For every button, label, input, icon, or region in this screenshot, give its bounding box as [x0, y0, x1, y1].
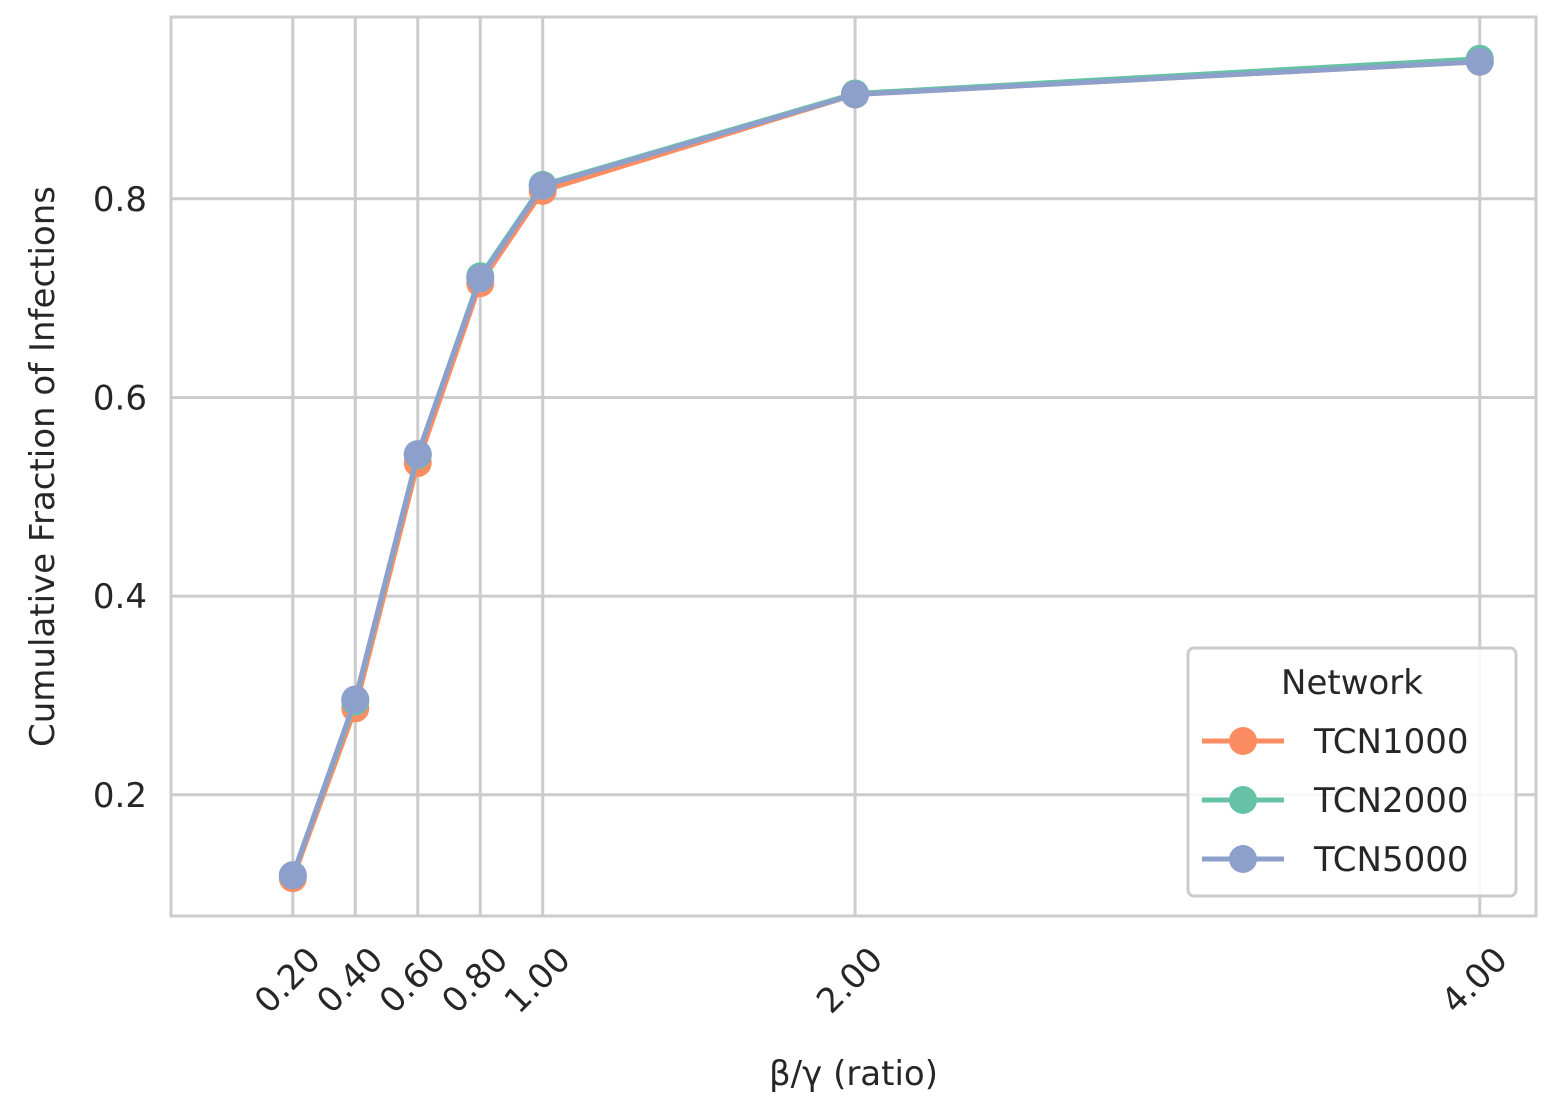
- legend-item: TCN1000: [1202, 722, 1468, 762]
- legend-title: Network: [1281, 663, 1423, 703]
- x-tick-label: 1.00: [497, 940, 579, 1022]
- series-tcn5000: [278, 47, 1494, 890]
- data-point: [841, 80, 870, 109]
- x-tick-label: 0.20: [247, 940, 329, 1022]
- y-tick-label: 0.6: [93, 378, 147, 418]
- y-axis-label: Cumulative Fraction of Infections: [23, 186, 63, 747]
- x-tick-label: 2.00: [809, 940, 891, 1022]
- legend-swatch-marker: [1229, 727, 1257, 755]
- data-point: [1465, 47, 1494, 76]
- data-point: [341, 685, 370, 714]
- plot-series: [278, 44, 1494, 893]
- legend-item: TCN5000: [1202, 840, 1468, 880]
- x-tick-label: 4.00: [1434, 940, 1516, 1022]
- legend-item: TCN2000: [1202, 781, 1468, 821]
- x-tick-label: 0.80: [434, 940, 516, 1022]
- legend-label: TCN1000: [1313, 722, 1468, 762]
- x-tick-label: 0.60: [372, 940, 454, 1022]
- data-point: [403, 440, 432, 469]
- legend-label: TCN2000: [1313, 781, 1468, 821]
- legend-box: [1186, 646, 1518, 898]
- data-point: [278, 861, 307, 890]
- x-axis-label: β/γ (ratio): [769, 1054, 938, 1094]
- y-tick-label: 0.2: [93, 776, 147, 816]
- plot-frame: [169, 15, 1538, 918]
- legend-items: TCN1000 TCN2000 TCN5000: [1202, 722, 1468, 880]
- data-point: [466, 264, 495, 293]
- data-point: [528, 171, 557, 200]
- x-tick-label: 0.40: [309, 940, 391, 1022]
- legend-label: TCN5000: [1313, 840, 1468, 880]
- legend: Network TCN1000 TCN2000 TCN5000: [1186, 646, 1518, 898]
- y-tick-label: 0.8: [93, 180, 147, 220]
- x-tick-labels: 0.200.400.600.801.00 2.00 4.00: [247, 940, 1516, 1022]
- grid: [171, 17, 1536, 916]
- legend-swatch-marker: [1229, 786, 1257, 814]
- y-tick-labels: 0.2 0.4 0.6 0.8: [93, 180, 147, 816]
- y-tick-label: 0.4: [93, 577, 147, 617]
- legend-swatch-marker: [1229, 845, 1257, 873]
